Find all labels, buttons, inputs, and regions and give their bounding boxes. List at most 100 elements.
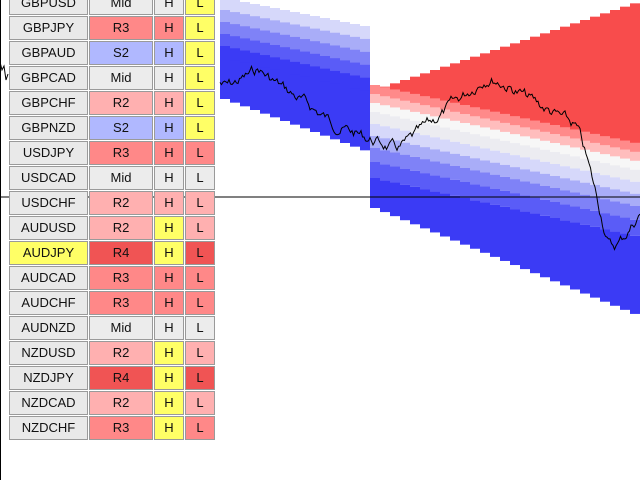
- band-segment: [450, 102, 460, 113]
- symbol-button[interactable]: AUDJPY: [9, 241, 88, 265]
- band-segment: [270, 45, 280, 59]
- band-segment: [420, 73, 430, 102]
- band-segment: [510, 116, 520, 127]
- symbol-button[interactable]: GBPJPY: [9, 16, 88, 40]
- symbol-button[interactable]: GBPCHF: [9, 91, 88, 115]
- band-segment: [460, 123, 470, 133]
- symbol-button[interactable]: AUDUSD: [9, 216, 88, 240]
- symbol-row-audusd: AUDUSD R2 H L: [9, 216, 219, 240]
- symbol-button[interactable]: GBPAUD: [9, 41, 88, 65]
- band-segment: [330, 20, 340, 34]
- band-segment: [600, 145, 610, 156]
- band-segment: [570, 138, 580, 149]
- band-segment: [560, 136, 570, 147]
- band-segment: [590, 196, 600, 211]
- symbol-button[interactable]: AUDNZD: [9, 316, 88, 340]
- band-segment: [550, 202, 560, 218]
- band-segment: [380, 164, 390, 181]
- band-segment: [440, 177, 450, 194]
- low-cell: L: [185, 0, 215, 15]
- band-segment: [310, 16, 320, 30]
- symbol-row-gbpchf: GBPCHF R2 H L: [9, 91, 219, 115]
- band-segment: [370, 112, 380, 124]
- band-segment: [450, 195, 460, 241]
- band-segment: [580, 170, 590, 183]
- high-cell: H: [154, 366, 184, 390]
- level-cell: R2: [89, 341, 153, 365]
- band-segment: [390, 116, 400, 129]
- band-segment: [420, 105, 430, 116]
- band-segment: [340, 22, 350, 36]
- band-segment: [570, 180, 580, 193]
- symbol-button[interactable]: USDJPY: [9, 141, 88, 165]
- symbol-button[interactable]: USDCAD: [9, 166, 88, 190]
- band-segment: [230, 36, 240, 50]
- band-segment: [610, 147, 620, 158]
- band-segment: [310, 41, 320, 55]
- band-segment: [290, 36, 300, 51]
- band-segment: [440, 109, 450, 120]
- band-segment: [600, 187, 610, 200]
- band-segment: [490, 174, 500, 189]
- band-segment: [280, 72, 290, 121]
- band-segment: [400, 118, 410, 131]
- band-segment: [490, 162, 500, 175]
- band-segment: [390, 152, 400, 167]
- symbol-button[interactable]: NZDJPY: [9, 366, 88, 390]
- band-segment: [540, 140, 550, 151]
- band-segment: [410, 156, 420, 171]
- symbol-button[interactable]: NZDCHF: [9, 416, 88, 440]
- low-cell: L: [185, 416, 215, 440]
- band-segment: [530, 159, 540, 172]
- band-segment: [400, 142, 410, 155]
- band-segment: [500, 46, 510, 119]
- high-cell: H: [154, 66, 184, 90]
- band-segment: [490, 204, 500, 257]
- band-segment: [220, 34, 230, 47]
- level-cell: R2: [89, 391, 153, 415]
- band-segment: [610, 177, 620, 190]
- symbol-button[interactable]: NZDUSD: [9, 341, 88, 365]
- symbol-button[interactable]: GBPCAD: [9, 66, 88, 90]
- band-segment: [470, 146, 480, 159]
- level-cell: R3: [89, 266, 153, 290]
- band-segment: [450, 153, 460, 166]
- band-segment: [480, 53, 490, 115]
- band-segment: [320, 43, 330, 57]
- band-segment: [370, 148, 380, 162]
- high-cell: H: [154, 91, 184, 115]
- symbol-row-gbpaud: GBPAUD S2 H L: [9, 41, 219, 65]
- band-segment: [280, 10, 290, 24]
- band-segment: [630, 160, 640, 171]
- band-segment: [570, 147, 580, 158]
- symbol-button[interactable]: AUDCHF: [9, 291, 88, 315]
- band-segment: [300, 26, 310, 41]
- band-segment: [290, 49, 300, 63]
- low-cell: L: [185, 391, 215, 415]
- level-cell: R3: [89, 416, 153, 440]
- band-segment: [560, 127, 570, 138]
- symbol-button[interactable]: GBPUSD: [9, 0, 88, 15]
- high-cell: H: [154, 391, 184, 415]
- band-segment: [500, 176, 510, 191]
- band-segment: [390, 83, 400, 95]
- band-segment: [340, 60, 350, 75]
- band-segment: [390, 182, 400, 217]
- band-segment: [470, 134, 480, 147]
- band-segment: [220, 22, 230, 35]
- band-segment: [460, 156, 470, 168]
- band-segment: [610, 189, 620, 202]
- band-segment: [280, 47, 290, 61]
- band-segment: [620, 233, 630, 310]
- band-segment: [270, 57, 280, 71]
- symbol-button[interactable]: GBPNZD: [9, 116, 88, 140]
- level-cell: Mid: [89, 0, 153, 15]
- symbol-button[interactable]: NZDCAD: [9, 391, 88, 415]
- symbol-button[interactable]: USDCHF: [9, 191, 88, 215]
- symbol-button[interactable]: AUDCAD: [9, 266, 88, 290]
- band-segment: [400, 184, 410, 221]
- band-segment: [370, 124, 380, 136]
- low-cell: L: [185, 141, 215, 165]
